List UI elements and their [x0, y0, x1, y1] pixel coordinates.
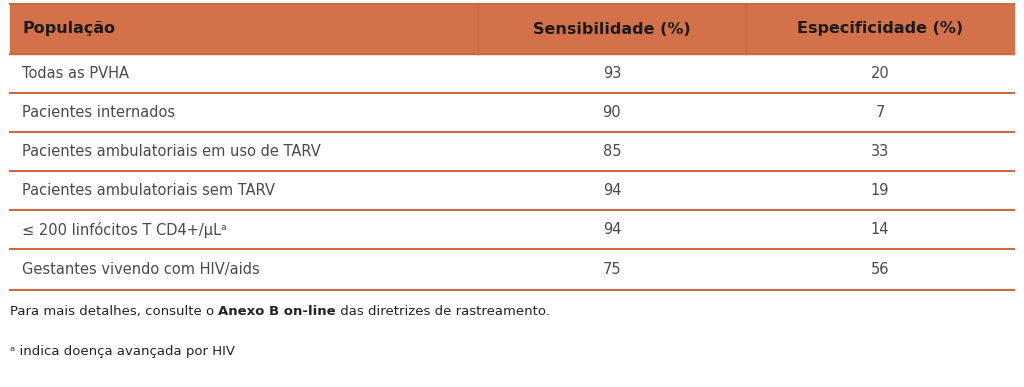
Text: 94: 94 — [603, 222, 622, 237]
Text: Anexo B on-line: Anexo B on-line — [218, 305, 336, 318]
Text: ≤ 200 linfócitos T CD4+/μLᵃ: ≤ 200 linfócitos T CD4+/μLᵃ — [22, 221, 226, 238]
Text: Pacientes ambulatoriais em uso de TARV: Pacientes ambulatoriais em uso de TARV — [22, 144, 321, 159]
Text: População: População — [22, 22, 115, 36]
Text: 85: 85 — [603, 144, 622, 159]
Text: Sensibilidade (%): Sensibilidade (%) — [534, 22, 691, 36]
Text: 20: 20 — [870, 66, 889, 81]
Text: 33: 33 — [870, 144, 889, 159]
Text: 75: 75 — [602, 262, 622, 277]
Text: 56: 56 — [870, 262, 889, 277]
Text: Gestantes vivendo com HIV/aids: Gestantes vivendo com HIV/aids — [22, 262, 260, 277]
Text: Pacientes ambulatoriais sem TARV: Pacientes ambulatoriais sem TARV — [22, 183, 275, 198]
Text: 90: 90 — [602, 105, 622, 120]
Text: Para mais detalhes, consulte o: Para mais detalhes, consulte o — [10, 305, 218, 318]
Text: 94: 94 — [603, 183, 622, 198]
Bar — [10, 4, 1014, 54]
Text: 7: 7 — [876, 105, 885, 120]
Text: 14: 14 — [870, 222, 889, 237]
Text: das diretrizes de rastreamento.: das diretrizes de rastreamento. — [336, 305, 550, 318]
Text: ᵃ indica doença avançada por HIV: ᵃ indica doença avançada por HIV — [10, 345, 234, 358]
Text: 93: 93 — [603, 66, 622, 81]
Text: Pacientes internados: Pacientes internados — [22, 105, 175, 120]
Text: Todas as PVHA: Todas as PVHA — [22, 66, 129, 81]
Text: Especificidade (%): Especificidade (%) — [797, 22, 963, 36]
Text: 19: 19 — [870, 183, 889, 198]
